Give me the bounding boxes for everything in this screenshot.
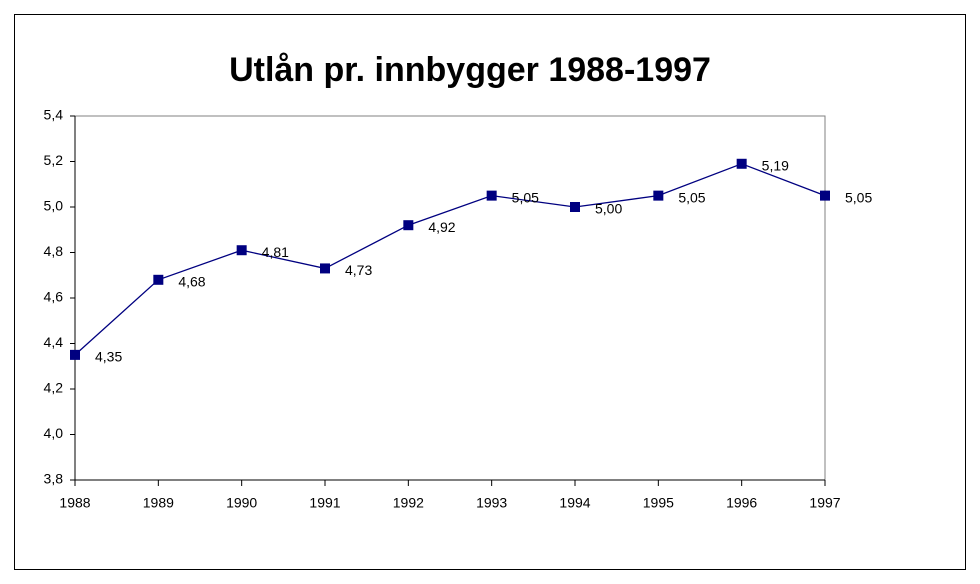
x-tick-label: 1988: [59, 495, 90, 511]
data-label: 4,92: [428, 219, 455, 235]
x-tick-label: 1993: [476, 495, 507, 511]
x-tick-label: 1996: [726, 495, 757, 511]
marker: [153, 274, 164, 285]
x-tick-label: 1994: [559, 495, 590, 511]
data-label: 5,00: [595, 201, 622, 217]
marker: [320, 263, 330, 274]
chart-title: Utlån pr. innbygger 1988-1997: [229, 51, 711, 89]
x-tick-label: 1989: [143, 495, 174, 511]
y-tick-label: 5,2: [44, 152, 64, 168]
y-tick-label: 5,4: [44, 107, 64, 123]
marker: [653, 190, 664, 201]
marker: [570, 202, 580, 212]
marker: [70, 349, 80, 360]
data-label: 4,35: [95, 349, 122, 365]
marker: [736, 158, 747, 169]
data-label: 5,05: [678, 189, 705, 205]
x-tick-label: 1990: [226, 495, 257, 511]
data-label: 4,73: [345, 262, 372, 278]
y-tick-label: 5,0: [44, 198, 64, 214]
x-tick-label: 1997: [809, 495, 840, 511]
data-label: 5,19: [762, 157, 789, 173]
y-tick-label: 3,8: [44, 471, 64, 487]
marker: [236, 245, 247, 256]
x-tick-label: 1995: [643, 495, 674, 511]
chart-frame: [14, 14, 966, 570]
data-label: 4,68: [178, 274, 205, 290]
marker: [820, 190, 830, 201]
marker: [486, 190, 497, 201]
data-label: 5,05: [512, 189, 539, 205]
series-line: [74, 163, 826, 356]
x-tick-label: 1992: [393, 495, 424, 511]
data-label: 4,81: [262, 244, 289, 260]
y-tick-label: 4,4: [44, 334, 64, 350]
y-tick-label: 4,6: [44, 289, 64, 305]
y-tick-label: 4,2: [44, 380, 64, 396]
marker: [403, 220, 414, 231]
x-tick-label: 1991: [309, 495, 340, 511]
data-label: 5,05: [845, 189, 872, 205]
y-tick-label: 4,0: [44, 425, 64, 441]
y-tick-label: 4,8: [44, 243, 64, 259]
